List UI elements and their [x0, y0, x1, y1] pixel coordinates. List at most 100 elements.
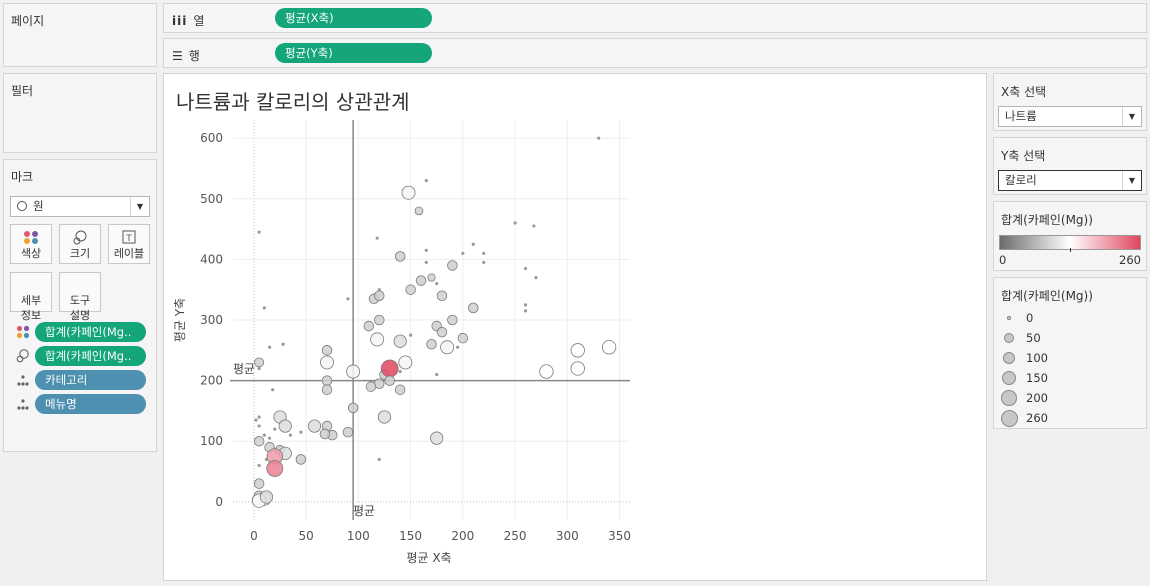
pages-shelf[interactable]: 페이지 — [3, 3, 157, 67]
data-point — [440, 340, 455, 355]
color-button-label: 색상 — [20, 247, 42, 260]
data-point — [377, 457, 381, 461]
size-legend-circle — [1007, 316, 1011, 320]
data-point — [262, 306, 266, 310]
data-point — [267, 345, 272, 349]
x-axis-label: 평균 X축 — [406, 551, 451, 565]
reference-lines — [230, 120, 630, 520]
tooltip-button[interactable]: 도구 설명 — [59, 272, 101, 322]
data-point — [401, 185, 416, 200]
y-axis-pill[interactable]: 평균(Y축) — [275, 43, 432, 63]
color-legend-midmark — [1070, 248, 1071, 252]
data-point — [380, 359, 399, 378]
data-point — [253, 435, 265, 447]
detail-dots-icon — [16, 398, 30, 415]
detail-button-label: 세부 정보 — [20, 294, 42, 322]
size-button-label: 크기 — [69, 247, 91, 260]
y-axis-ticks: 0 100 200 300 400 500 600 — [200, 131, 223, 509]
data-point — [320, 355, 335, 370]
label-button[interactable]: T 레이블 — [108, 224, 150, 264]
data-point — [427, 273, 436, 282]
columns-icon: iii — [172, 14, 188, 28]
data-point — [257, 415, 261, 419]
data-point — [532, 224, 536, 228]
color-legend-min: 0 — [999, 253, 1007, 267]
x-tick-label: 50 — [298, 529, 313, 543]
data-point — [288, 433, 293, 437]
size-legend-circle — [1002, 351, 1016, 365]
size-legend-label: 0 — [1026, 311, 1034, 325]
data-point — [534, 275, 538, 280]
y-tick-label: 400 — [200, 252, 223, 266]
chevron-down-icon: ▼ — [130, 197, 149, 216]
y-tick-label: 300 — [200, 313, 223, 327]
x-tick-label: 350 — [608, 529, 631, 543]
color-button[interactable]: 색상 — [10, 224, 52, 264]
data-point — [254, 357, 265, 368]
x-axis-select[interactable]: 나트륨 ▼ — [998, 106, 1142, 127]
data-point — [482, 260, 486, 265]
data-point — [321, 384, 333, 395]
data-point — [281, 342, 285, 346]
data-point — [346, 297, 350, 301]
size-field-pill[interactable]: 합계(카페인(Mg.. — [35, 346, 146, 366]
data-point — [424, 260, 428, 265]
y-select-value: 칼로리 — [1005, 173, 1037, 187]
x-tick-label: 0 — [250, 529, 258, 543]
rows-label-text: 행 — [188, 49, 200, 63]
data-point — [393, 334, 407, 348]
size-circles-icon — [16, 349, 30, 366]
data-point — [374, 314, 385, 326]
y-mean-label: 평균 — [233, 362, 255, 376]
y-tick-label: 100 — [200, 434, 223, 448]
data-point — [482, 251, 486, 255]
size-legend: 합계(카페인(Mg)) 0 50 100 150 200 260 — [993, 277, 1147, 429]
y-tick-label: 600 — [200, 131, 223, 145]
data-point — [346, 364, 361, 379]
size-legend-title: 합계(카페인(Mg)) — [1001, 289, 1093, 303]
filters-shelf[interactable]: 필터 — [3, 73, 157, 153]
y-axis-select[interactable]: 칼로리 ▼ — [998, 170, 1142, 191]
size-legend-label: 50 — [1026, 331, 1041, 345]
size-legend-label: 200 — [1026, 391, 1048, 405]
chevron-down-icon: ▼ — [1122, 171, 1141, 190]
y-select-card: Y축 선택 칼로리 ▼ — [993, 137, 1147, 195]
data-point — [398, 369, 402, 374]
data-point — [278, 419, 292, 433]
data-point — [436, 290, 448, 302]
size-button[interactable]: 크기 — [59, 224, 101, 264]
data-point — [447, 260, 458, 271]
mark-type-select[interactable]: 원 ▼ — [10, 196, 150, 217]
data-point — [471, 242, 475, 246]
data-point — [347, 402, 359, 414]
y-tick-label: 0 — [215, 495, 223, 509]
data-point — [436, 326, 448, 338]
color-dots-icon — [11, 230, 51, 245]
menu-name-field-pill[interactable]: 메뉴명 — [35, 394, 146, 414]
data-point — [539, 364, 554, 379]
color-field-pill[interactable]: 합계(카페인(Mg.. — [35, 322, 146, 342]
rows-shelf[interactable]: ☰ 행 평균(Y축) — [163, 38, 1147, 68]
text-label-icon: T — [109, 230, 149, 245]
pages-title: 페이지 — [11, 14, 45, 28]
data-point — [461, 251, 465, 255]
data-point — [601, 340, 617, 355]
x-axis-pill[interactable]: 평균(X축) — [275, 8, 432, 28]
data-point — [307, 419, 322, 433]
columns-label: iii 열 — [172, 12, 204, 29]
data-point — [264, 457, 269, 461]
color-legend-title: 합계(카페인(Mg)) — [1001, 213, 1093, 227]
detail-button[interactable]: 세부 정보 — [10, 272, 52, 322]
mark-type-value: 원 — [33, 199, 44, 213]
data-point — [468, 302, 479, 314]
data-point — [415, 275, 427, 286]
color-legend: 합계(카페인(Mg)) 0 260 — [993, 201, 1147, 271]
data-point — [377, 288, 381, 292]
data-point — [267, 436, 272, 440]
chart-panel: 나트륨과 칼로리의 상관관계 0 50 100 150 200 250 300 350 0 10… — [163, 73, 987, 581]
data-point — [447, 314, 458, 326]
x-axis-ticks: 0 50 100 150 200 250 300 350 — [250, 529, 631, 543]
data-point — [257, 230, 261, 234]
columns-shelf[interactable]: iii 열 평균(X축) — [163, 3, 1147, 33]
category-field-pill[interactable]: 카테고리 — [35, 370, 146, 390]
